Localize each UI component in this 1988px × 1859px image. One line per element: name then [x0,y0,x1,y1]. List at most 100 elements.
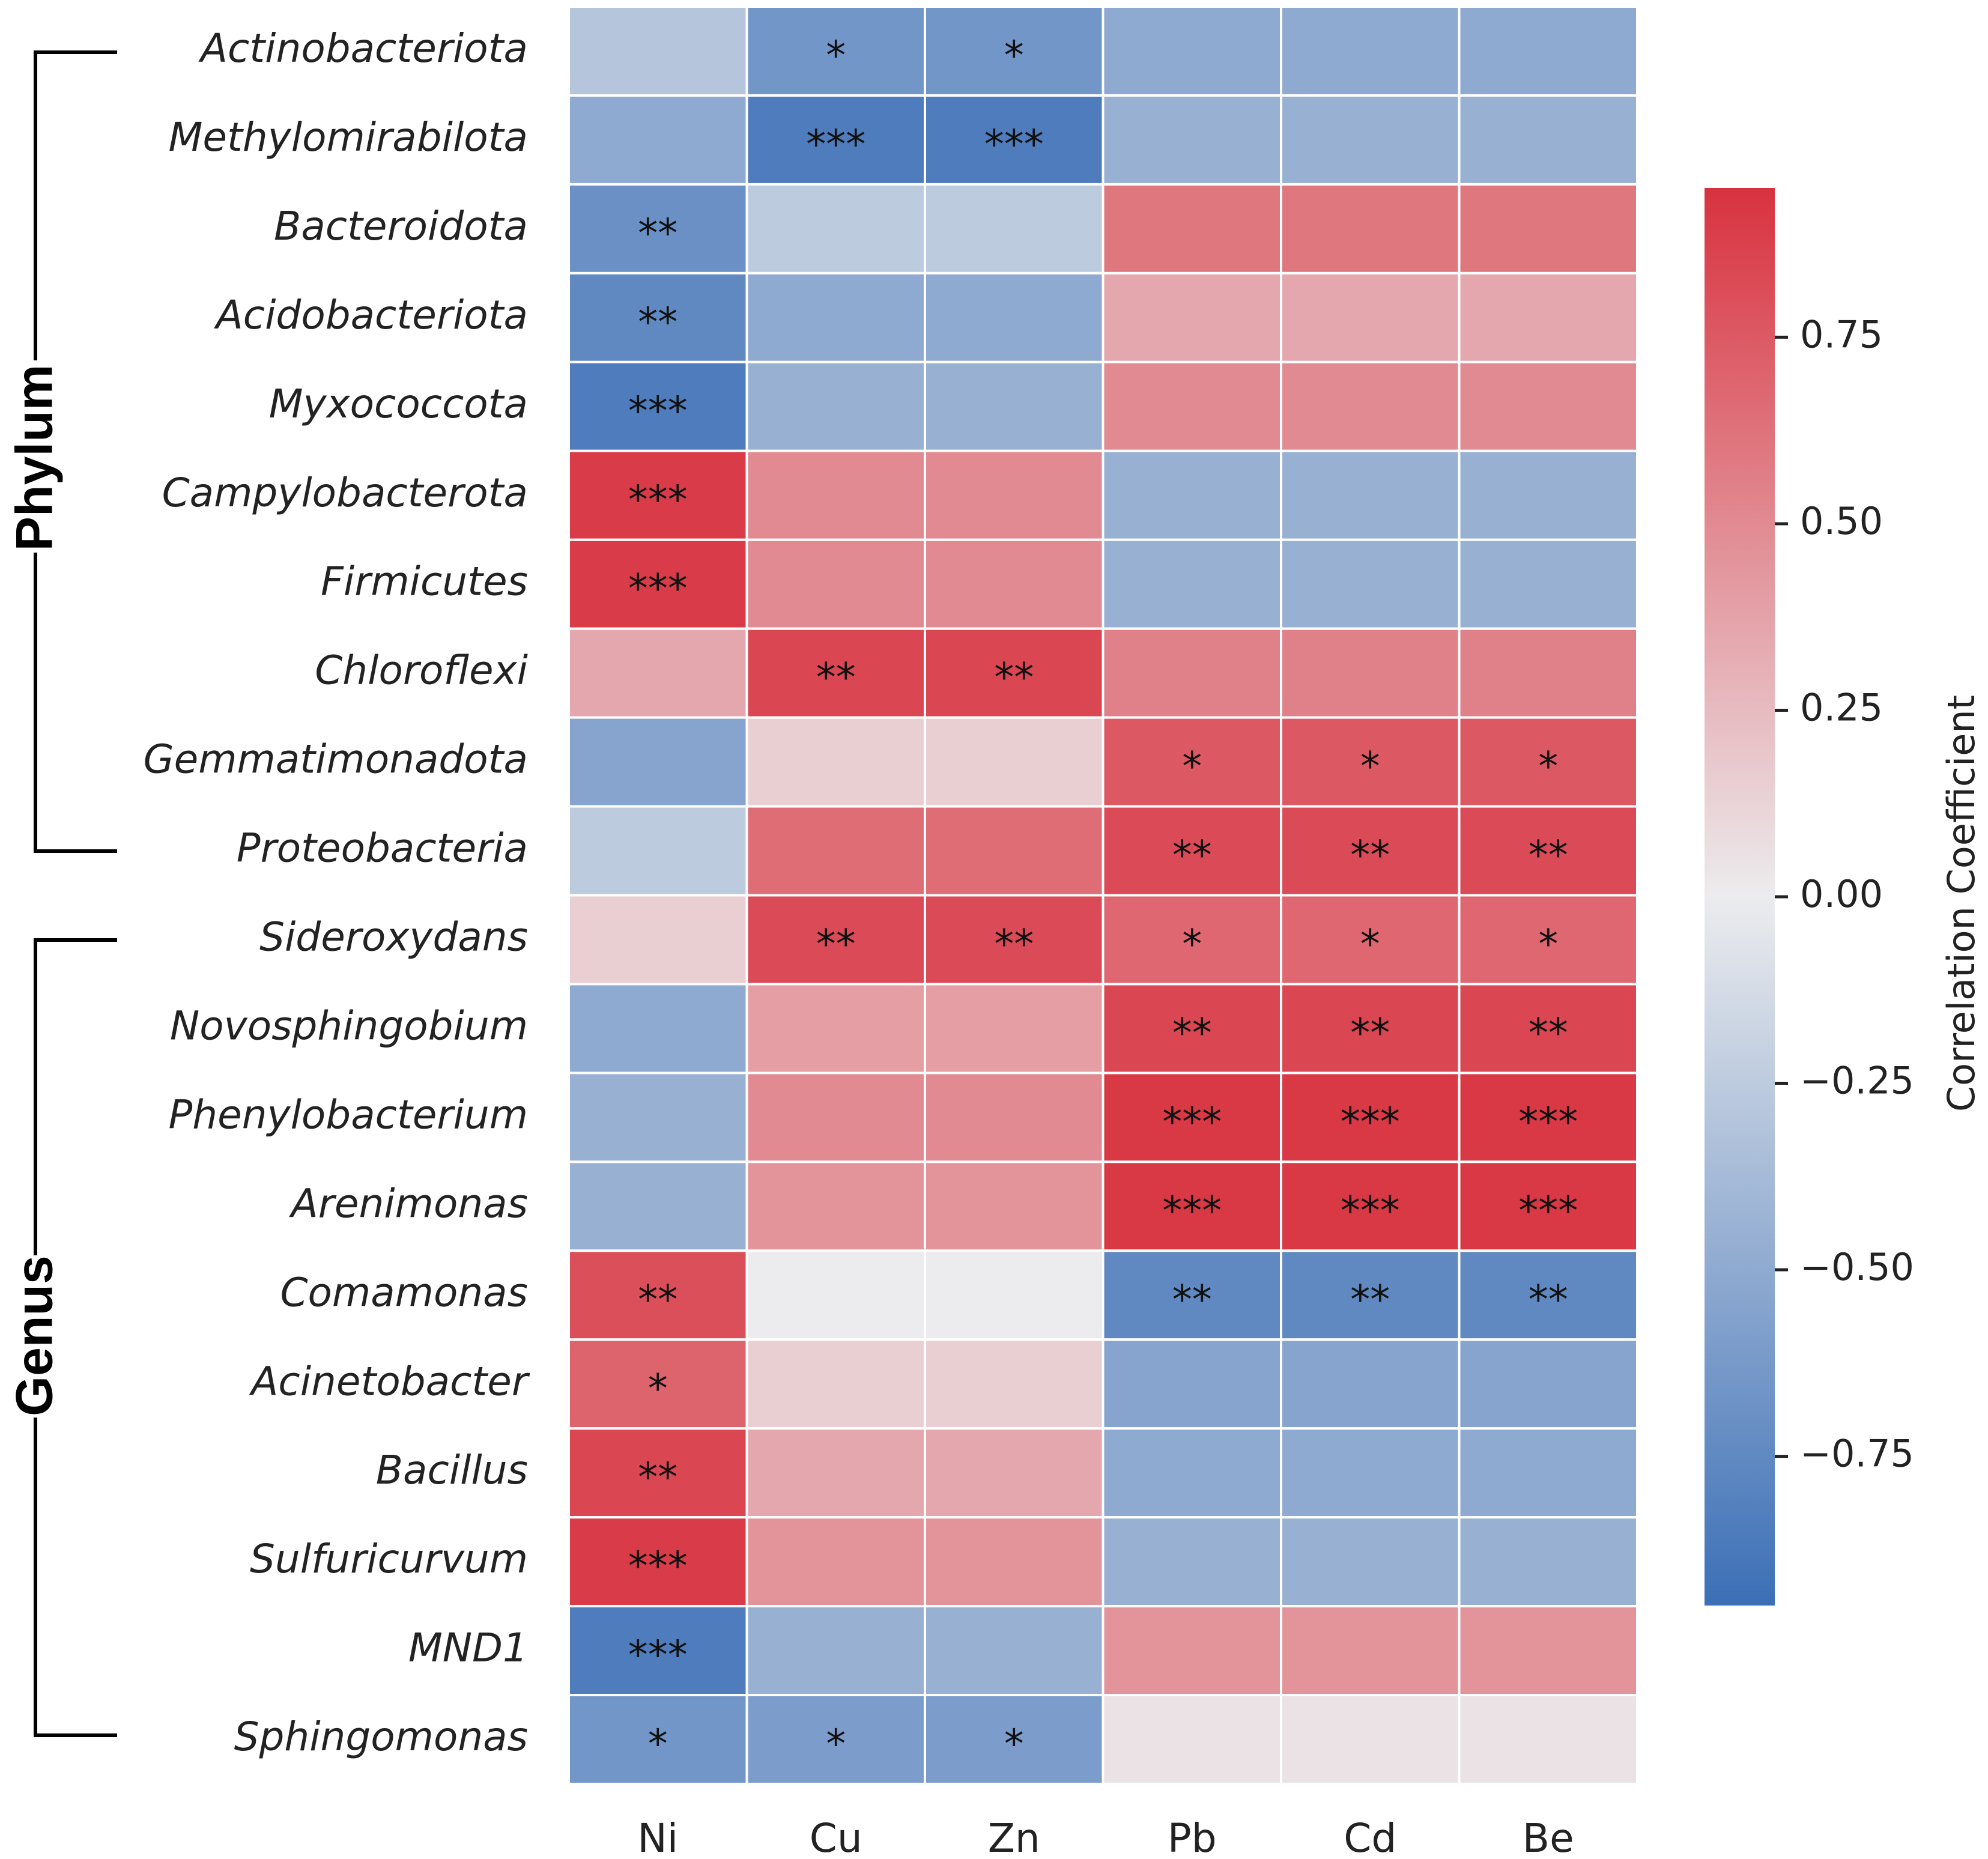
significance-label: * [1004,32,1024,79]
significance-label: * [1538,921,1558,968]
x-tick-label: Ni [637,1815,678,1859]
heatmap-cell [924,1427,1105,1519]
significance-label: ** [1529,1010,1568,1056]
heatmap-cell [568,1072,748,1163]
heatmap-cell [568,1694,748,1786]
heatmap-cell [1102,1516,1282,1608]
heatmap-cell [1280,1427,1461,1519]
heatmap-cell [924,94,1105,186]
heatmap-cell [1458,1516,1638,1608]
heatmap-cell [1458,983,1638,1075]
heatmap-cell [1102,183,1282,274]
heatmap-cell [924,1072,1105,1163]
heatmap-cell [1458,271,1638,363]
colorbar-tick-label: 0.00 [1800,872,1883,916]
significance-label: * [648,1721,668,1767]
heatmap-cell [924,983,1105,1075]
row-label: Myxococcota [269,381,528,427]
phylum-bracket [34,50,117,853]
heatmap-cell [568,1605,748,1697]
significance-label: ** [1529,832,1568,879]
significance-label: * [826,32,846,79]
heatmap-cell [568,894,748,986]
significance-label: * [648,1365,668,1412]
heatmap-cell [1458,1160,1638,1252]
row-label: Chloroflexi [315,647,528,694]
heatmap-cell [568,983,748,1075]
row-label: Methylomirabilota [168,114,528,160]
heatmap-cell [924,1516,1105,1608]
heatmap-cell [1458,627,1638,719]
significance-label: * [1538,744,1558,790]
heatmap-cell [924,805,1105,897]
significance-label: * [826,1721,846,1767]
heatmap-cell [1458,1249,1638,1341]
significance-label: ** [1172,832,1212,879]
significance-label: ** [1350,832,1390,879]
significance-label: *** [1162,1187,1222,1234]
heatmap-cell [745,1249,926,1341]
heatmap-cell [745,983,926,1075]
significance-label: ** [638,210,677,256]
heatmap-cell [1280,983,1461,1075]
heatmap-cell [1102,716,1282,808]
heatmap-cell [1280,360,1461,452]
heatmap-cell [924,1338,1105,1430]
heatmap-cell [745,538,926,630]
heatmap-cell [1458,1427,1638,1519]
row-label: Proteobacteria [237,825,528,872]
significance-label: * [1360,921,1380,968]
heatmap-cell [1102,538,1282,630]
group-label: Phylum [6,365,64,551]
heatmap-cell [568,627,748,719]
colorbar-label: Correlation Coefficient [1939,695,1983,1112]
heatmap-cell [1458,1605,1638,1697]
heatmap-cell [1102,271,1282,363]
significance-label: *** [1341,1099,1400,1145]
heatmap-cell [924,1249,1105,1341]
heatmap-cell [745,5,926,97]
heatmap-cell [1280,183,1461,274]
heatmap-cell [1102,1694,1282,1786]
heatmap-cell [1458,449,1638,541]
heatmap-cell [1280,1249,1461,1341]
significance-label: *** [628,1632,688,1678]
row-label: MND1 [408,1625,528,1671]
genus-bracket [34,938,117,1737]
heatmap-cell [1458,94,1638,186]
colorbar-tick-label: 0.25 [1800,686,1883,730]
heatmap-cell [1280,1516,1461,1608]
significance-label: ** [1172,1276,1212,1323]
heatmap-cell [1458,538,1638,630]
heatmap-cell [1458,360,1638,452]
heatmap-cell [568,1160,748,1252]
heatmap-cell [1458,805,1638,897]
heatmap-cell [1458,1694,1638,1786]
heatmap-cell [1102,627,1282,719]
heatmap-cell [745,1072,926,1163]
heatmap-cell [1280,94,1461,186]
heatmap-cell [745,183,926,274]
heatmap-cell [745,360,926,452]
significance-label: *** [984,121,1044,168]
row-label: Sulfuricurvum [250,1536,528,1582]
heatmap-cell [1102,1427,1282,1519]
heatmap-cell [745,805,926,897]
row-label: Actinobacteriota [198,25,528,71]
row-label: Bacteroidota [274,203,528,249]
significance-label: ** [638,1454,677,1500]
heatmap-cell [1102,1338,1282,1430]
significance-label: *** [628,388,688,434]
heatmap-cell [1458,716,1638,808]
heatmap-cell [745,1427,926,1519]
heatmap-cell [745,1694,926,1786]
x-tick-label: Cd [1344,1815,1396,1859]
significance-label: *** [1518,1187,1578,1234]
heatmap-cell [924,449,1105,541]
significance-label: ** [1350,1010,1390,1056]
row-label: Phenylobacterium [168,1091,528,1138]
significance-label: ** [638,299,677,345]
heatmap-cell [1280,1694,1461,1786]
heatmap-cell [1102,894,1282,986]
significance-label: ** [1172,1010,1212,1056]
